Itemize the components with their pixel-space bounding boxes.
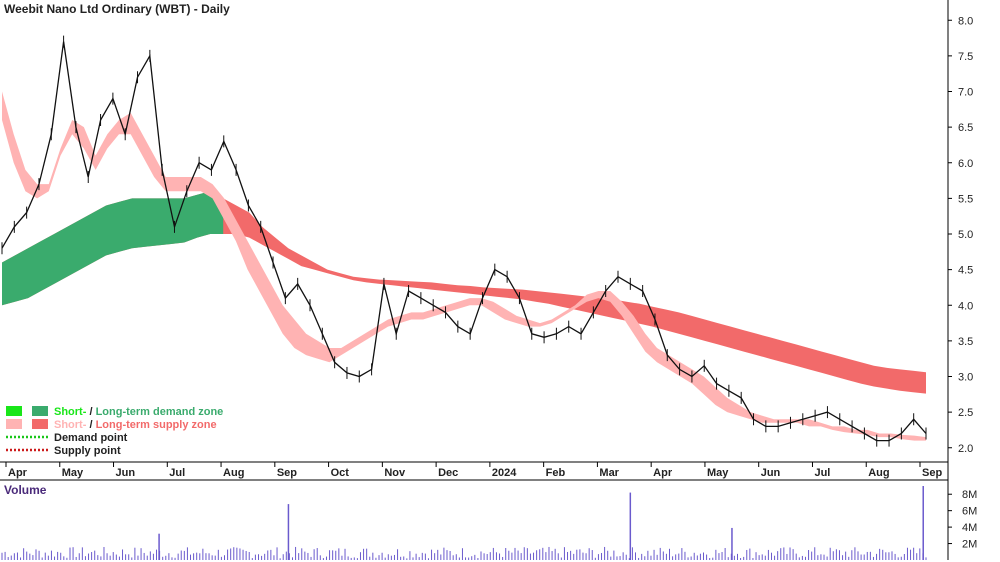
x-tick-label: Dec bbox=[438, 467, 458, 479]
y-tick-label: 2.0 bbox=[958, 443, 973, 455]
zones bbox=[2, 91, 926, 441]
x-tick-label: Jul bbox=[814, 467, 830, 479]
x-tick-label: Jun bbox=[761, 467, 781, 479]
x-tick-label: May bbox=[707, 467, 729, 479]
volume-label: Volume bbox=[4, 483, 47, 497]
y-tick-label: 4.0 bbox=[958, 300, 973, 312]
legend-swatch-long bbox=[32, 419, 48, 429]
long-term-demand-zone bbox=[2, 191, 224, 306]
x-tick-label: Jul bbox=[169, 467, 185, 479]
y-tick-label: 5.5 bbox=[958, 193, 973, 205]
x-tick-label: Oct bbox=[331, 467, 350, 479]
legend-swatch-short bbox=[6, 406, 22, 416]
y-tick-label: 5.0 bbox=[958, 229, 973, 241]
x-tick-label: Aug bbox=[868, 467, 889, 479]
x-tick-label: Apr bbox=[8, 467, 28, 479]
x-tick-label: 2024 bbox=[492, 467, 517, 479]
volume-panel: Volume 8M 6M 4M 2M bbox=[1, 483, 977, 560]
y-tick-label: 4.5 bbox=[958, 265, 973, 277]
price-series bbox=[1, 35, 927, 447]
legend-swatch-short bbox=[6, 419, 22, 429]
y-tick-label: 3.0 bbox=[958, 372, 973, 384]
price-line bbox=[1, 41, 927, 442]
short-term-zone bbox=[2, 91, 926, 441]
legend-label: Supply point bbox=[54, 445, 121, 457]
x-tick-label: May bbox=[62, 467, 84, 479]
y-tick-label: 6.0 bbox=[958, 158, 973, 170]
y-tick-label: 7.5 bbox=[958, 51, 973, 63]
y-tick-label: 2.5 bbox=[958, 407, 973, 419]
volume-tick-label: 4M bbox=[962, 522, 977, 534]
y-tick-label: 6.5 bbox=[958, 122, 973, 134]
y-tick-label: 7.0 bbox=[958, 87, 973, 99]
x-tick-label: Feb bbox=[546, 467, 566, 479]
volume-tick-label: 8M bbox=[962, 489, 977, 501]
x-tick-label: Nov bbox=[384, 467, 406, 479]
x-tick-label: Jun bbox=[116, 467, 136, 479]
x-tick-label: Aug bbox=[223, 467, 244, 479]
x-tick-label: Sep bbox=[922, 467, 942, 479]
legend-label: Short- / Long-term demand zone bbox=[54, 406, 223, 418]
legend-label: Short- / Long-term supply zone bbox=[54, 419, 217, 431]
legend-label: Demand point bbox=[54, 432, 128, 444]
volume-tick-label: 6M bbox=[962, 506, 977, 518]
x-tick-label: Sep bbox=[277, 467, 297, 479]
long-term-zone bbox=[2, 191, 926, 394]
y-tick-label: 8.0 bbox=[958, 15, 973, 27]
axes: 8.0 7.5 7.0 6.5 6.0 5.5 5.0 4.5 4.0 3.5 3.0 2.5 2.0 A… bbox=[0, 0, 973, 560]
legend-swatch-long bbox=[32, 406, 48, 416]
chart-title: Weebit Nano Ltd Ordinary (WBT) - Daily bbox=[4, 2, 230, 16]
x-tick-label: Apr bbox=[653, 467, 673, 479]
y-tick-label: 3.5 bbox=[958, 336, 973, 348]
volume-tick-label: 2M bbox=[962, 539, 977, 551]
x-tick-label: Mar bbox=[599, 467, 619, 479]
